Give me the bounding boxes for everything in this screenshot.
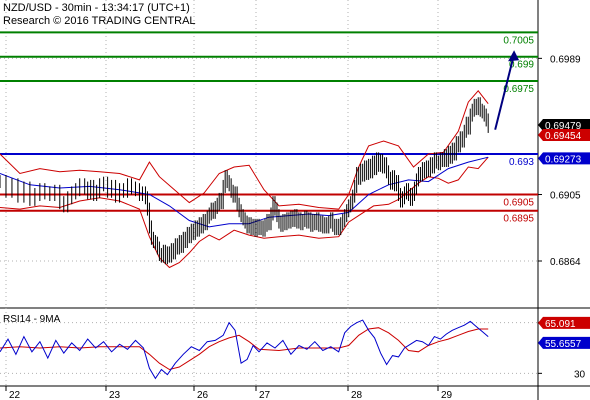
price-tag-label-upper-band: 0.69454 [545, 131, 582, 142]
level-label-resistance: 0.6975 [503, 84, 534, 95]
time-tick-label: 22 [9, 390, 21, 400]
rsi-tick-label: 30 [574, 369, 586, 380]
chart-title: NZD/USD - 30min - 13:34:17 (UTC+1) [3, 2, 190, 14]
price-tag-average [538, 152, 590, 165]
price-tick-label: 0.6905 [550, 191, 581, 202]
price-tag-last [538, 118, 590, 131]
rsi-tag-rsi [538, 336, 590, 349]
bollinger-upper-line [0, 90, 489, 210]
time-tick-label: 29 [441, 390, 453, 400]
price-tag-label-average: 0.69273 [545, 154, 582, 165]
price-tag-upper-band [538, 129, 590, 142]
rsi-line [0, 319, 489, 380]
price-tick-label: 0.6864 [550, 257, 581, 268]
time-tick-label: 28 [351, 390, 363, 400]
chart-copyright: Research © 2016 TRADING CENTRAL [3, 15, 196, 27]
time-tick-label: 23 [109, 390, 121, 400]
price-tick-label: 0.6989 [550, 54, 581, 65]
time-tick-label: 27 [259, 390, 271, 400]
level-label-resistance: 0.699 [509, 60, 534, 71]
level-label-support: 0.6895 [503, 214, 534, 225]
time-tick-label: 26 [197, 390, 209, 400]
rsi-ma-line [0, 327, 489, 371]
level-label-pivot: 0.693 [509, 157, 534, 168]
rsi-title: RSI14 - 9MA [3, 314, 61, 325]
level-label-resistance: 0.7005 [503, 35, 534, 46]
forecast-arrow-head [508, 50, 520, 62]
rsi-tag-rsi-ma [538, 316, 590, 329]
forecast-arrow-shaft [494, 54, 516, 130]
rsi-tag-label-rsi: 55.6557 [545, 339, 582, 350]
level-label-support: 0.6905 [503, 198, 534, 209]
rsi-tag-label-rsi-ma: 65.091 [545, 319, 576, 330]
price-tag-label-last: 0.69479 [545, 121, 582, 132]
